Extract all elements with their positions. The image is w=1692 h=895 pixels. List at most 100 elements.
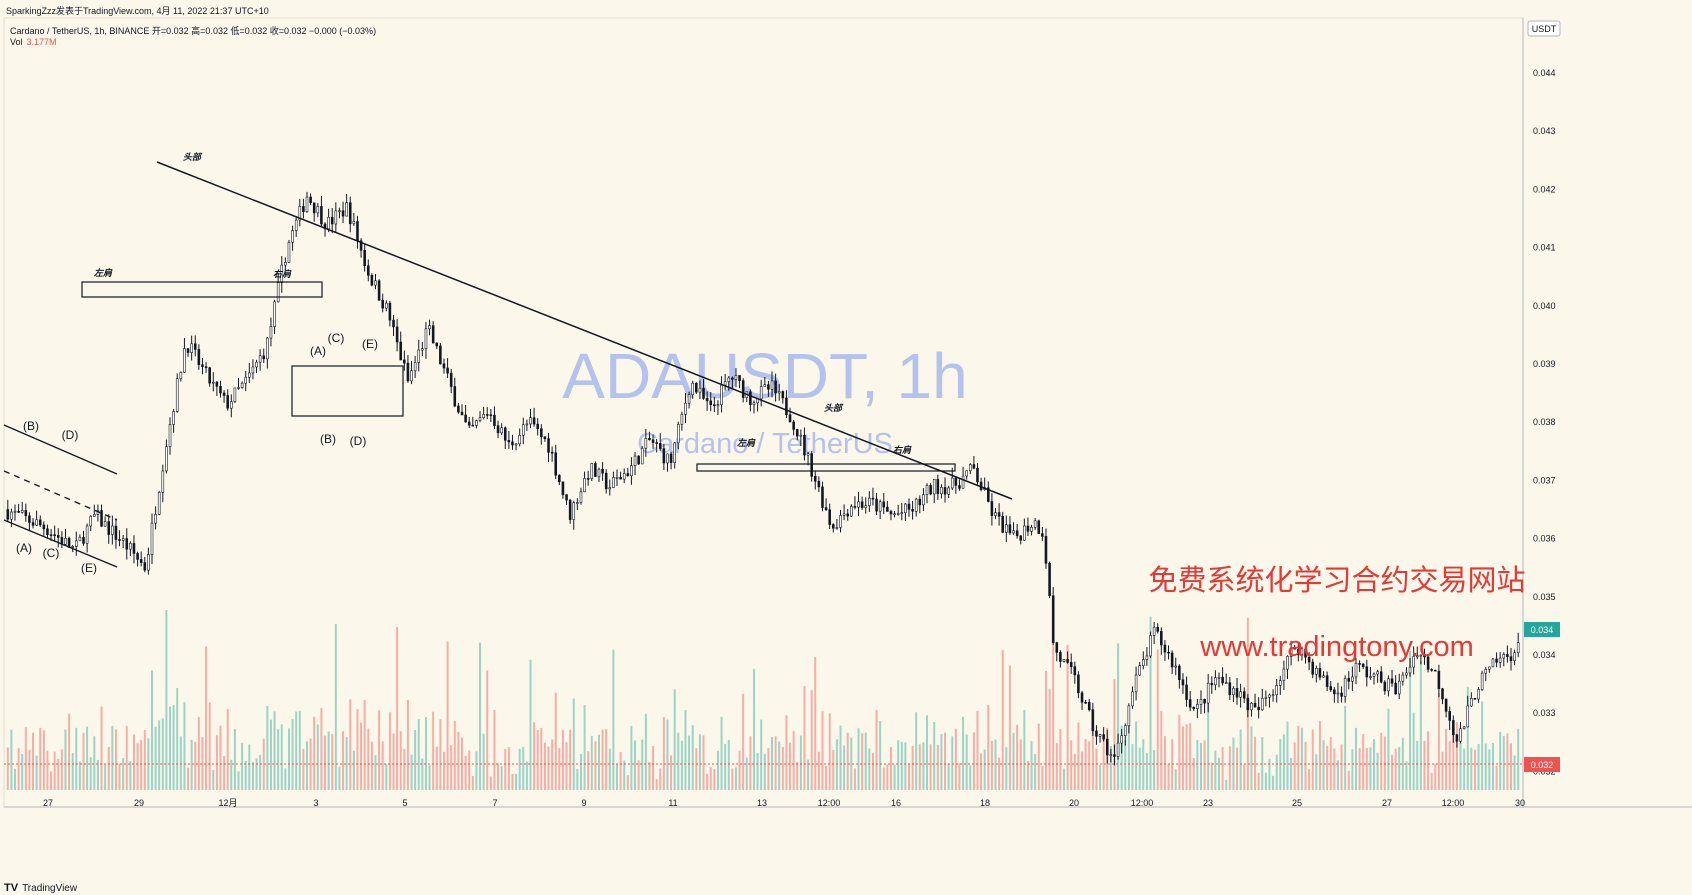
- volume-bar: [688, 735, 691, 790]
- low-price-value: 0.032: [1531, 760, 1554, 770]
- candle-up: [633, 455, 637, 466]
- candle-up: [374, 280, 377, 286]
- time-tick-label: 12月: [218, 798, 237, 808]
- candle-up: [1224, 682, 1228, 685]
- volume-bar: [461, 737, 463, 790]
- volume-bar: [1218, 757, 1220, 790]
- volume-bar: [1470, 747, 1473, 790]
- volume-bar: [1073, 753, 1076, 790]
- candle-up: [723, 381, 727, 386]
- candle-up: [1005, 524, 1008, 533]
- candle-down: [943, 487, 947, 495]
- candle-up: [89, 516, 93, 527]
- volume-bar: [652, 746, 655, 790]
- volume-bar: [1254, 736, 1257, 790]
- candle-up: [1286, 656, 1289, 670]
- volume-bar: [1351, 749, 1354, 790]
- price-tick-label: 0.041: [1533, 243, 1556, 253]
- candle-up: [172, 411, 175, 425]
- volume-bar: [194, 741, 197, 790]
- volume-bar: [1264, 772, 1267, 790]
- candle-up: [1372, 673, 1376, 677]
- volume-bar: [35, 755, 38, 790]
- series-ohlc-legend[interactable]: Cardano / TetherUS, 1h, BINANCE 开=0.032 …: [10, 26, 377, 36]
- triangle-lower-line[interactable]: [3, 519, 118, 568]
- candle-down: [139, 559, 143, 563]
- volume-bar: [734, 767, 737, 790]
- candle-up: [1116, 742, 1120, 757]
- candle-down: [1210, 682, 1214, 686]
- candle-up: [1278, 680, 1282, 686]
- volume-bar: [637, 760, 640, 790]
- candle-down: [1304, 648, 1307, 658]
- volume-bar: [349, 699, 352, 790]
- volume-bar: [630, 725, 633, 790]
- volume-bar: [760, 719, 763, 790]
- candle-up: [734, 375, 738, 380]
- candle-up: [961, 475, 965, 489]
- volume-bar: [908, 763, 910, 790]
- candle-up: [1268, 694, 1271, 698]
- candle-down: [1509, 656, 1513, 662]
- neckline-box-2[interactable]: [696, 463, 956, 472]
- candle-up: [269, 326, 273, 339]
- neckline-box-1[interactable]: [81, 281, 323, 298]
- triangle-mid-line[interactable]: [3, 470, 118, 521]
- candle-down: [1073, 666, 1077, 676]
- volume-bar: [1466, 686, 1469, 790]
- volume-bar: [93, 736, 96, 790]
- candle-up: [417, 349, 421, 363]
- candle-down: [1001, 516, 1005, 533]
- triangle-box[interactable]: [291, 365, 404, 417]
- candle-down: [457, 405, 460, 413]
- volume-legend[interactable]: Vol 3.177M: [10, 37, 57, 47]
- volume-bar: [644, 713, 647, 790]
- volume-bar: [1153, 750, 1156, 790]
- triangle-upper-line[interactable]: [3, 424, 118, 475]
- volume-bar: [381, 741, 384, 790]
- candle-down: [1095, 730, 1098, 737]
- price-candles: [6, 191, 1520, 766]
- candle-down: [1066, 659, 1069, 663]
- candle-up: [777, 391, 781, 394]
- volume-bar: [219, 725, 222, 790]
- volume-bar: [96, 760, 99, 790]
- volume-bar: [208, 702, 211, 790]
- volume-bar: [367, 728, 370, 790]
- volume-bar: [129, 761, 132, 790]
- candle-down: [803, 434, 806, 456]
- volume-bar: [1174, 769, 1177, 790]
- candle-up: [878, 501, 882, 512]
- left-shoulder-label-2: 左肩: [737, 438, 756, 448]
- candle-up: [1260, 697, 1264, 711]
- candle-down: [67, 537, 71, 548]
- volume-bar: [262, 738, 265, 790]
- volume-bar: [1448, 740, 1451, 790]
- descending-trend-line[interactable]: [156, 161, 1013, 500]
- candle-down: [262, 355, 266, 360]
- candle-down: [1188, 699, 1192, 708]
- candle-up: [1502, 654, 1506, 659]
- volume-bar: [926, 715, 929, 790]
- volume-bar: [1488, 749, 1491, 790]
- volume-bar: [1236, 747, 1239, 790]
- volume-bar: [1066, 644, 1069, 790]
- volume-bar: [468, 750, 471, 790]
- volume-bar: [731, 768, 734, 790]
- candle-up: [1174, 665, 1178, 668]
- candle-up: [521, 424, 525, 436]
- tradingview-logo[interactable]: TV TradingView: [4, 882, 77, 894]
- volume-bar: [165, 610, 168, 790]
- currency-badge[interactable]: [1527, 20, 1561, 37]
- volume-bar: [450, 745, 453, 790]
- candle-down: [1015, 530, 1019, 537]
- candle-up: [129, 543, 132, 550]
- volume-bar: [6, 747, 9, 790]
- volume-bar: [533, 722, 536, 790]
- candle-up: [1336, 692, 1340, 695]
- candle-down: [846, 513, 850, 517]
- volume-bar: [1495, 765, 1498, 790]
- time-tick-label: 27: [43, 798, 53, 808]
- volume-bar: [976, 710, 979, 790]
